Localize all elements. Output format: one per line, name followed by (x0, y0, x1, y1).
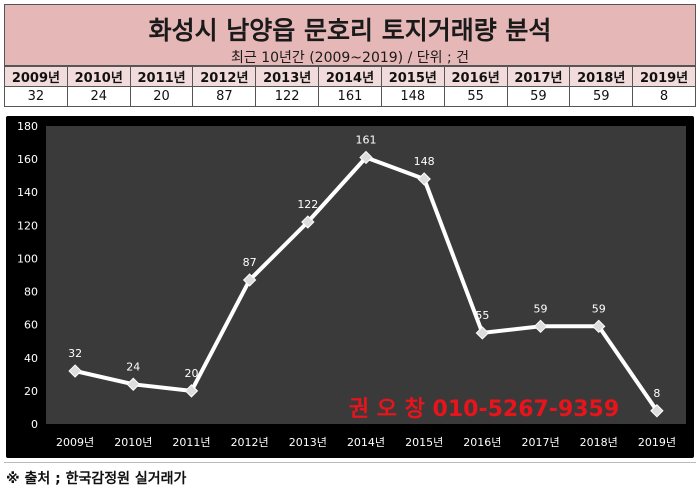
table-year-cell: 2011년 (129, 66, 194, 87)
x-tick-label: 2009년 (56, 436, 94, 449)
data-point (533, 319, 548, 334)
page-subtitle: 최근 10년간 (2009~2019) / 단위 ; 건 (230, 50, 470, 66)
x-tick-label: 2019년 (638, 436, 676, 449)
y-tick-label: 100 (17, 252, 38, 265)
data-label: 59 (592, 302, 606, 315)
data-point (242, 273, 257, 287)
table-year-cell: 2014년 (318, 66, 382, 87)
y-tick-label: 40 (24, 352, 38, 365)
y-tick-label: 20 (24, 385, 38, 398)
table-value-cell: 20 (129, 86, 194, 107)
table-year-cell: 2016년 (443, 66, 508, 87)
y-tick-label: 160 (17, 153, 38, 166)
x-tick-label: 2016년 (463, 436, 501, 449)
y-tick-label: 180 (17, 120, 38, 133)
data-point (417, 172, 431, 186)
x-tick-label: 2018년 (580, 436, 618, 449)
table-value-cell: 148 (380, 86, 445, 107)
table-value-cell: 32 (4, 86, 68, 107)
table-year-cell: 2018년 (569, 66, 634, 87)
y-tick-label: 60 (24, 319, 38, 332)
page-title: 화성시 남양읍 문호리 토지거래량 분석 (148, 16, 552, 45)
data-label: 59 (534, 302, 548, 315)
data-point (126, 377, 140, 391)
y-tick-label: 0 (31, 418, 38, 431)
data-label: 24 (126, 360, 140, 373)
x-tick-label: 2014년 (347, 436, 385, 449)
data-label: 161 (356, 133, 377, 146)
data-point (184, 384, 199, 398)
table-value-cell: 55 (443, 86, 508, 107)
data-point (68, 364, 82, 378)
x-tick-label: 2011년 (172, 436, 210, 449)
data-point (650, 404, 664, 418)
data-label: 122 (297, 198, 318, 211)
plot-area (46, 126, 686, 424)
x-tick-label: 2010년 (114, 436, 152, 449)
table-value-cell: 161 (318, 86, 382, 107)
data-point (592, 319, 606, 334)
table-value-cell: 59 (506, 86, 571, 107)
table-header-row: 2009년 2010년 2011년 2012년 2013년 2014년 2015… (4, 66, 696, 87)
y-tick-label: 140 (17, 186, 38, 199)
x-tick-label: 2017년 (521, 436, 559, 449)
table-year-cell: 2013년 (255, 66, 320, 87)
table-year-cell: 2019년 (632, 66, 696, 87)
data-point (301, 215, 315, 229)
title-box: 화성시 남양읍 문호리 토지거래량 분석 최근 10년간 (2009~2019)… (4, 4, 696, 66)
table-value-cell: 59 (569, 86, 634, 107)
table-value-cell: 87 (192, 86, 257, 107)
data-label: 55 (475, 309, 489, 322)
x-tick-label: 2013년 (289, 436, 327, 449)
table-year-cell: 2015년 (380, 66, 445, 87)
x-tick-label: 2012년 (231, 436, 269, 449)
watermark-text: 권 오 창 010-5267-9359 (349, 397, 619, 422)
data-label: 8 (653, 387, 660, 400)
table-value-cell: 8 (632, 86, 696, 107)
table-year-cell: 2012년 (192, 66, 257, 87)
data-point (359, 150, 373, 165)
source-note: ※ 출처 ; 한국감정원 실거래가 (6, 471, 187, 487)
y-tick-label: 120 (17, 219, 38, 232)
data-label: 20 (184, 367, 198, 380)
table-year-cell: 2017년 (506, 66, 571, 87)
line-chart: 0 20 40 60 80 100 120 140 160 180 2009년 2010년 2011년 2… (6, 116, 694, 458)
data-label: 87 (243, 256, 257, 269)
data-point (475, 326, 490, 340)
divider (4, 462, 696, 463)
data-table: 2009년 2010년 2011년 2012년 2013년 2014년 2015… (4, 66, 696, 107)
y-tick-label: 80 (24, 286, 38, 299)
data-label: 32 (68, 347, 82, 360)
table-year-cell: 2010년 (66, 66, 131, 87)
table-year-cell: 2009년 (4, 66, 68, 87)
table-value-cell: 24 (66, 86, 131, 107)
table-value-cell: 122 (255, 86, 320, 107)
chart-area: 0 20 40 60 80 100 120 140 160 180 2009년 2010년 2011년 2… (6, 116, 694, 458)
data-label: 148 (414, 155, 435, 168)
x-tick-label: 2015년 (405, 436, 443, 449)
table-value-row: 32 24 20 87 122 161 148 55 59 59 8 (4, 86, 696, 107)
